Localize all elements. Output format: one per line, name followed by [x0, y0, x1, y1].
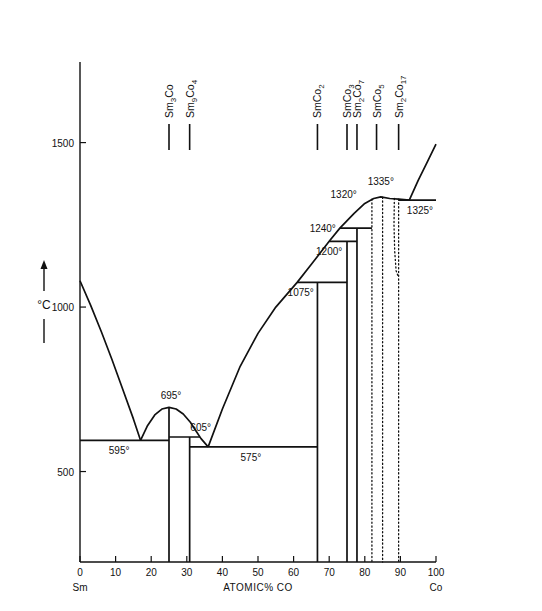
compound-label: Sm2Co7 — [351, 79, 366, 118]
x-tick-label: 100 — [428, 567, 445, 578]
background — [0, 0, 542, 611]
phase-boundary — [340, 227, 372, 229]
x-tick — [293, 556, 294, 562]
x-axis-label: ATOMIC% CO — [223, 582, 293, 593]
x-tick-label: 90 — [395, 567, 407, 578]
symbol: Sm — [184, 102, 196, 118]
y-tick-label: 500 — [57, 467, 74, 478]
x-tick-label: 50 — [252, 567, 264, 578]
subscript: 7 — [357, 79, 366, 84]
temperature-label: 575° — [241, 452, 262, 463]
chart: 010203040506070809010050010001500SmCoATO… — [0, 0, 542, 611]
temperature-label: 1240° — [310, 223, 336, 234]
phase-boundary — [317, 282, 319, 562]
symbol: Co — [163, 84, 175, 98]
compound-label: SmCo5 — [371, 84, 386, 118]
x-tick — [435, 556, 436, 562]
symbol: Co — [184, 84, 196, 98]
symbol: Sm — [351, 102, 363, 118]
x-tick-label: 0 — [77, 567, 83, 578]
compound-tick — [168, 124, 170, 150]
temperature-label: 1335° — [368, 176, 394, 187]
phase-boundary — [208, 144, 436, 447]
y-tick — [80, 142, 86, 143]
x-tick-label: 80 — [359, 567, 371, 578]
subscript: 2 — [317, 84, 326, 89]
phase-boundary — [80, 281, 141, 441]
x-tick — [257, 556, 258, 562]
compound-tick — [189, 124, 191, 150]
symbol: Sm — [163, 102, 175, 118]
x-tick-label: 10 — [110, 567, 122, 578]
x-tick-label: 60 — [288, 567, 300, 578]
dotted-phase-boundary — [371, 199, 372, 562]
phase-boundary — [168, 407, 170, 562]
phase-boundary — [169, 436, 200, 438]
x-tick — [329, 556, 330, 562]
symbol: SmCo — [311, 89, 323, 118]
dotted-phase-boundary — [394, 199, 399, 278]
x-tick — [79, 556, 80, 562]
phase-boundary — [399, 199, 436, 201]
x-tick — [222, 556, 223, 562]
phase-boundary — [190, 446, 318, 448]
y-tick — [80, 471, 86, 472]
subscript: 17 — [399, 75, 408, 84]
dotted-phase-boundary — [382, 197, 383, 562]
x-tick — [400, 556, 401, 562]
compound-label: Sm2Co17 — [393, 75, 408, 118]
x-tick-label: 70 — [324, 567, 336, 578]
compound-tick — [317, 124, 319, 150]
phase-boundaries — [80, 144, 436, 562]
temperature-label: 1320° — [331, 189, 357, 200]
compound-label: Sm3Co — [163, 84, 178, 118]
symbol: SmCo — [371, 89, 383, 118]
phase-boundary — [329, 240, 357, 242]
temperature-label: 1200° — [316, 246, 342, 257]
phase-boundary — [189, 437, 191, 562]
phase-boundary — [346, 241, 348, 562]
page: {"chart_data": { "type": "phase_diagram"… — [0, 0, 542, 611]
x-tick — [186, 556, 187, 562]
compound-tick — [346, 124, 348, 150]
phase-boundary — [80, 439, 169, 441]
y-axis-label: °C — [37, 298, 51, 312]
x-tick — [151, 556, 152, 562]
phase-boundary — [297, 282, 347, 284]
temperature-label: 1075° — [288, 287, 314, 298]
dotted-phase-boundary — [398, 199, 399, 562]
compound-tick — [376, 124, 378, 150]
symbol: Co — [351, 84, 363, 98]
compound-label: Sm9Co4 — [184, 79, 199, 118]
temperature-label: 595° — [109, 445, 130, 456]
x-tick — [364, 556, 365, 562]
symbol: Co — [393, 84, 405, 98]
y-tick-label: 1500 — [52, 138, 75, 149]
subscript: 4 — [190, 79, 199, 84]
symbol: Sm — [393, 102, 405, 118]
compound-label: SmCo2 — [311, 84, 326, 118]
y-label-arrowhead — [41, 260, 48, 269]
y-tick — [80, 306, 86, 307]
component-label: Co — [430, 582, 443, 593]
temperature-label: 695° — [161, 390, 182, 401]
compound-tick — [398, 124, 400, 150]
subscript: 5 — [377, 84, 386, 89]
phase-boundary — [356, 228, 358, 562]
temperature-label: 605° — [190, 422, 211, 433]
component-label: Sm — [73, 582, 88, 593]
compound-tick — [356, 124, 358, 150]
x-tick — [115, 556, 116, 562]
x-tick-label: 30 — [181, 567, 193, 578]
temperature-label: 1325° — [407, 205, 433, 216]
x-tick-label: 20 — [146, 567, 158, 578]
y-tick-label: 1000 — [52, 302, 75, 313]
x-tick-label: 40 — [217, 567, 229, 578]
y-axis — [79, 62, 80, 562]
y-label-dash — [43, 319, 44, 343]
